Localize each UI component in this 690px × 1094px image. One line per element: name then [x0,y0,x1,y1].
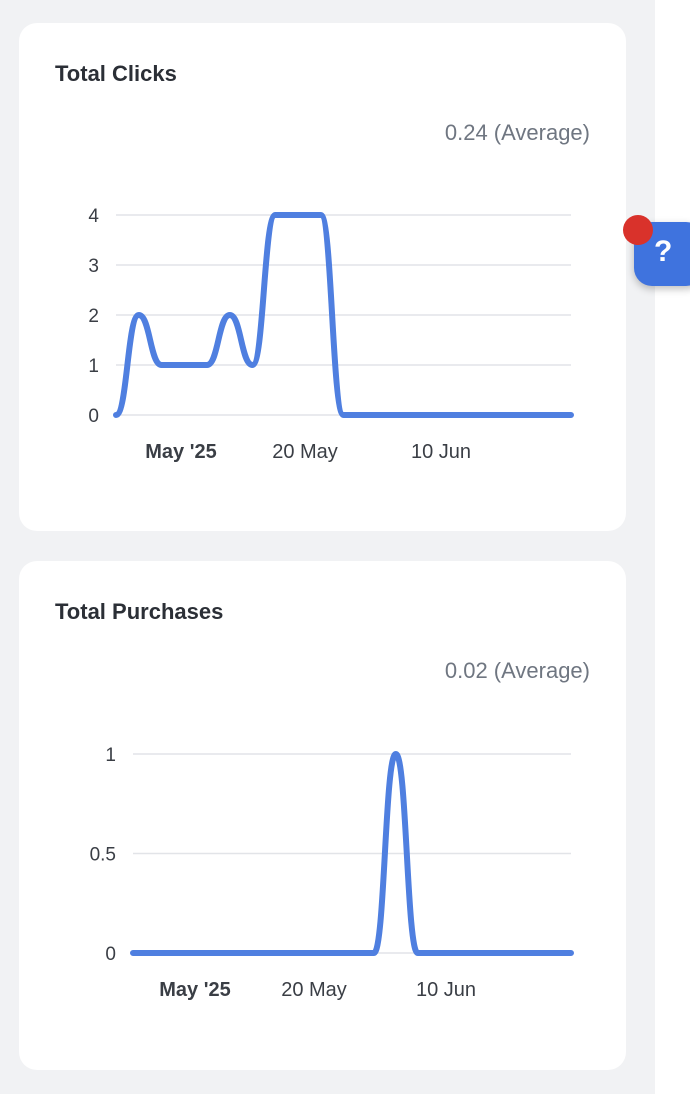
y-tick-label: 1 [105,745,116,766]
right-gutter [655,0,690,1094]
series-line [113,211,574,418]
notification-dot [623,215,653,245]
help-button[interactable]: ? [634,222,690,286]
y-tick-label: 0.5 [90,845,116,866]
series-line [130,751,574,956]
y-tick-label: 2 [88,306,99,327]
y-tick-label: 0 [88,406,99,427]
average-value: 0.02 (Average) [444,658,590,683]
x-tick-label: May '25 [159,979,230,1001]
total-clicks-chart: 0 1 2 3 4 May '25 20 May 10 Jun [88,206,574,463]
question-icon: ? [654,235,673,268]
y-tick-label: 1 [88,356,99,377]
y-tick-label: 0 [105,944,116,965]
card-title: Total Clicks [55,61,177,86]
y-tick-label: 3 [88,256,99,277]
x-tick-label: May '25 [145,441,216,463]
x-tick-label: 10 Jun [411,441,471,463]
total-clicks-card: Total Clicks 0.24 (Average) 0 1 2 3 4 May '25… [19,23,626,531]
x-tick-label: 20 May [272,441,338,463]
card-title: Total Purchases [55,599,224,624]
y-tick-label: 4 [88,206,99,227]
x-tick-label: 10 Jun [416,979,476,1001]
total-purchases-chart: 0 0.5 1 May '25 20 May 10 Jun [90,745,574,1001]
total-purchases-card: Total Purchases 0.02 (Average) 0 0.5 1 May … [19,561,626,1070]
average-value: 0.24 (Average) [444,120,590,145]
x-tick-label: 20 May [281,979,347,1001]
